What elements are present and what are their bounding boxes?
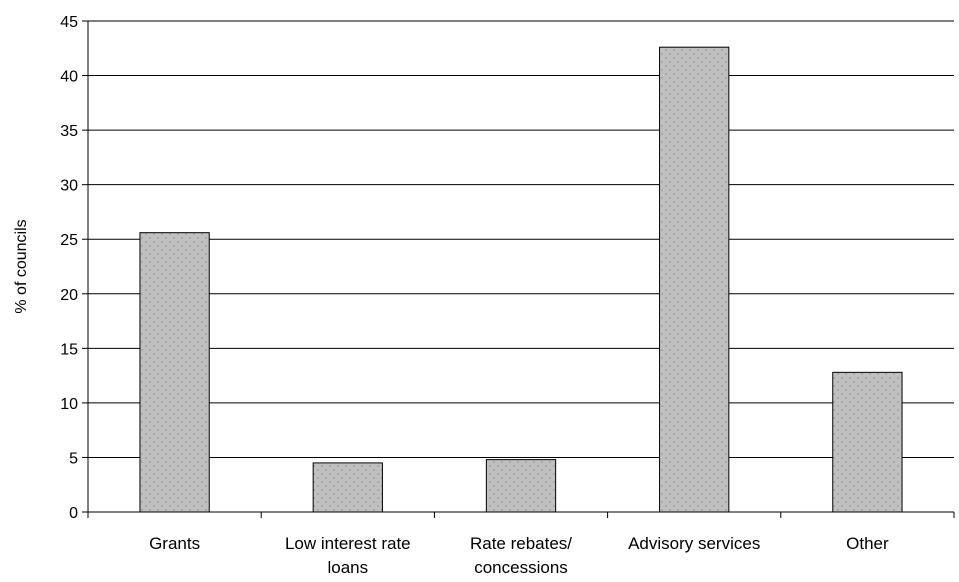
y-tick-label: 35 <box>60 123 78 140</box>
y-tick-label: 10 <box>60 396 78 413</box>
y-axis-label: % of councils <box>13 219 30 313</box>
y-tick-label: 0 <box>69 505 78 522</box>
y-tick-label: 25 <box>60 232 78 249</box>
bar <box>659 46 730 513</box>
bar <box>832 371 903 513</box>
gridlines <box>88 20 954 458</box>
bar <box>312 462 383 513</box>
y-tick-label: 45 <box>60 14 78 31</box>
x-tick-label: Grants <box>149 534 200 553</box>
y-tick-label: 40 <box>60 69 78 86</box>
x-tick-label: Rate rebates/concessions <box>470 534 572 577</box>
axes <box>82 20 955 518</box>
bar <box>139 232 210 513</box>
y-tick-label: 20 <box>60 287 78 304</box>
y-tick-label: 30 <box>60 178 78 195</box>
bars <box>139 46 903 513</box>
y-tick-label: 5 <box>69 450 78 467</box>
x-tick-label: Low interest rate loans <box>285 534 411 577</box>
x-tick-label: Advisory services <box>628 534 760 553</box>
x-tick-label: Other <box>846 534 889 553</box>
bar <box>485 459 557 513</box>
y-tick-label: 15 <box>60 341 78 358</box>
x-tick-labels: Grants Low interest rate loans Rate rebates… <box>149 534 889 577</box>
y-tick-labels: 0 5 10 15 20 25 30 35 40 45 <box>60 14 78 522</box>
